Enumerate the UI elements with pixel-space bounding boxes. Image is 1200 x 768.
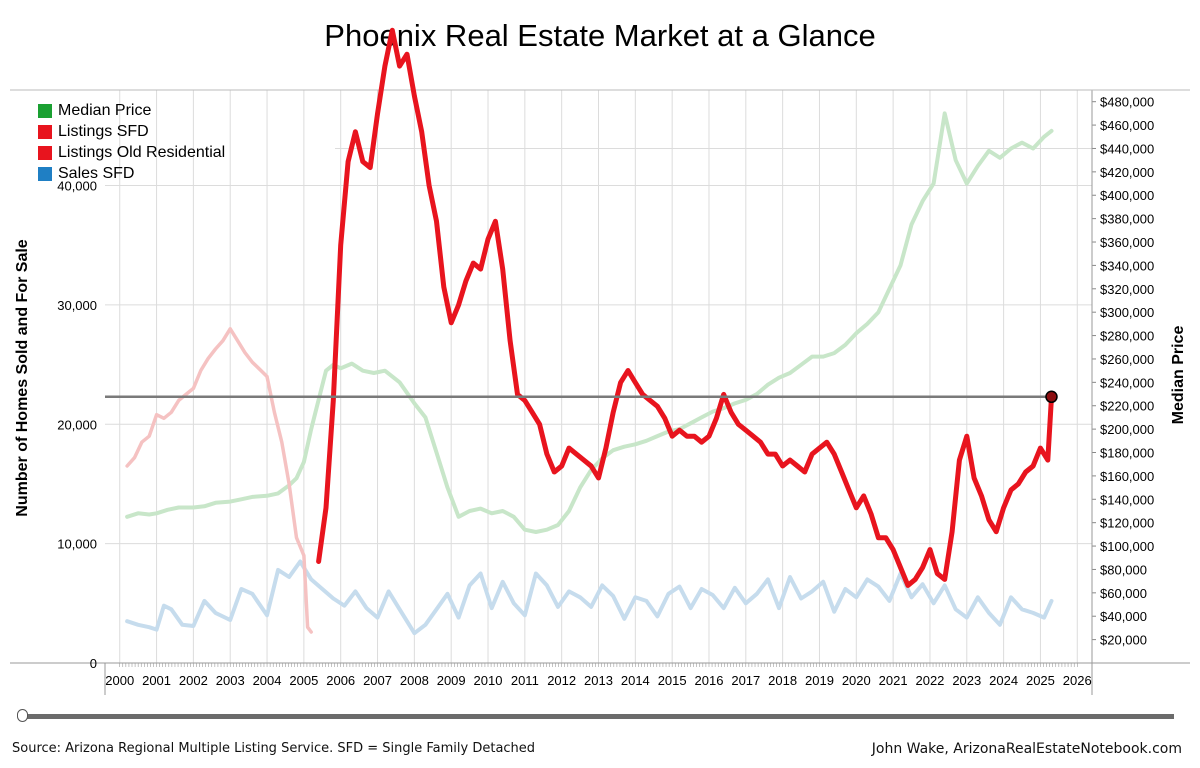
legend-label: Median Price <box>58 101 152 119</box>
y-right-axis-title: Median Price <box>1170 326 1187 425</box>
legend-item[interactable]: Sales SFD <box>38 163 225 184</box>
y-right-tick-label: $400,000 <box>1100 188 1154 203</box>
y-left-axis-title: Number of Homes Sold and For Sale <box>14 239 31 516</box>
x-tick-label: 2013 <box>584 673 613 688</box>
x-tick-label: 2004 <box>253 673 282 688</box>
timeline-slider-track[interactable] <box>22 714 1174 719</box>
legend-swatch <box>38 124 52 139</box>
x-tick-label: 2011 <box>511 673 539 688</box>
y-left-tick-label: 40,000 <box>57 179 97 194</box>
current-value-marker[interactable] <box>1045 390 1058 404</box>
reference-layer <box>105 390 1058 404</box>
series-layer <box>125 27 1054 636</box>
x-tick-label: 2020 <box>842 673 871 688</box>
y-right-tick-label: $120,000 <box>1100 516 1154 531</box>
series-line-median-price <box>125 111 1054 534</box>
x-tick-label: 2000 <box>105 673 134 688</box>
x-tick-label: 2012 <box>547 673 576 688</box>
y-left-tick-label: 30,000 <box>57 298 97 313</box>
y-right-tick-label: $460,000 <box>1100 118 1154 133</box>
y-right-tick-label: $100,000 <box>1100 539 1154 554</box>
timeline-slider-handle[interactable] <box>17 709 28 722</box>
x-tick-label: 2009 <box>437 673 466 688</box>
y-right-tick-label: $140,000 <box>1100 492 1154 507</box>
x-tick-label: 2005 <box>289 673 318 688</box>
y-right-tick-label: $240,000 <box>1100 375 1154 390</box>
x-tick-label: 2026 <box>1063 673 1092 688</box>
x-tick-label: 2008 <box>400 673 429 688</box>
y-right-tick-label: $380,000 <box>1100 212 1154 227</box>
x-tick-label: 2022 <box>915 673 944 688</box>
series-line-sales-sfd <box>125 559 1054 636</box>
x-tick-label: 2001 <box>142 673 171 688</box>
x-tick-label: 2007 <box>363 673 392 688</box>
y-right-tick-label: $480,000 <box>1100 95 1154 110</box>
series-line-listings-old-residential <box>125 327 313 634</box>
legend-item[interactable]: Median Price <box>38 100 225 121</box>
y-left-tick-label: 10,000 <box>57 537 97 552</box>
legend-swatch <box>38 166 52 181</box>
legend-label: Sales SFD <box>58 164 135 182</box>
y-right-tick-label: $220,000 <box>1100 399 1154 414</box>
source-note: Source: Arizona Regional Multiple Listin… <box>12 741 536 756</box>
y-right-tick-label: $440,000 <box>1100 141 1154 156</box>
legend-swatch <box>38 103 52 118</box>
y-right-tick-label: $260,000 <box>1100 352 1154 367</box>
chart-title: Phoenix Real Estate Market at a Glance <box>324 18 876 53</box>
x-tick-label: 2010 <box>474 673 503 688</box>
y-right-tick-label: $40,000 <box>1100 609 1147 624</box>
y-right-tick-label: $340,000 <box>1100 258 1154 273</box>
axis-labels: 2000 2001 2002 2003 2004 2005 2006 2007 2008 2009… <box>14 95 1187 688</box>
legend: Median Price Listings SFD Listings Old Res… <box>38 100 225 184</box>
x-tick-label: 2014 <box>621 673 650 688</box>
x-tick-label: 2023 <box>952 673 981 688</box>
author-credit: John Wake, ArizonaRealEstateNotebook.com <box>871 741 1182 757</box>
y-left-tick-label: 0 <box>90 656 97 671</box>
x-tick-label: 2016 <box>695 673 724 688</box>
y-right-tick-label: $20,000 <box>1100 633 1147 648</box>
y-right-tick-label: $420,000 <box>1100 165 1154 180</box>
y-right-tick-label: $180,000 <box>1100 446 1154 461</box>
legend-item[interactable]: Listings Old Residential <box>38 142 225 163</box>
y-right-tick-label: $280,000 <box>1100 329 1154 344</box>
x-tick-label: 2003 <box>216 673 245 688</box>
legend-label: Listings SFD <box>58 122 149 140</box>
y-right-tick-label: $320,000 <box>1100 282 1154 297</box>
x-tick-label: 2017 <box>731 673 760 688</box>
x-tick-label: 2021 <box>879 673 908 688</box>
y-right-tick-label: $160,000 <box>1100 469 1154 484</box>
x-tick-label: 2018 <box>768 673 797 688</box>
y-right-tick-label: $80,000 <box>1100 562 1147 577</box>
x-tick-label: 2015 <box>658 673 687 688</box>
series-line-listings-sfd <box>316 27 1054 588</box>
legend-item[interactable]: Listings SFD <box>38 121 225 142</box>
legend-label: Listings Old Residential <box>58 143 226 161</box>
y-right-tick-label: $60,000 <box>1100 586 1147 601</box>
y-right-tick-label: $300,000 <box>1100 305 1154 320</box>
axes <box>10 89 1190 695</box>
legend-swatch <box>38 145 52 160</box>
x-tick-label: 2025 <box>1026 673 1055 688</box>
x-tick-label: 2024 <box>989 673 1018 688</box>
x-tick-label: 2019 <box>805 673 834 688</box>
y-right-tick-label: $200,000 <box>1100 422 1154 437</box>
y-right-tick-label: $360,000 <box>1100 235 1154 250</box>
y-left-tick-label: 20,000 <box>57 417 97 432</box>
x-tick-label: 2002 <box>179 673 208 688</box>
x-tick-label: 2006 <box>326 673 355 688</box>
